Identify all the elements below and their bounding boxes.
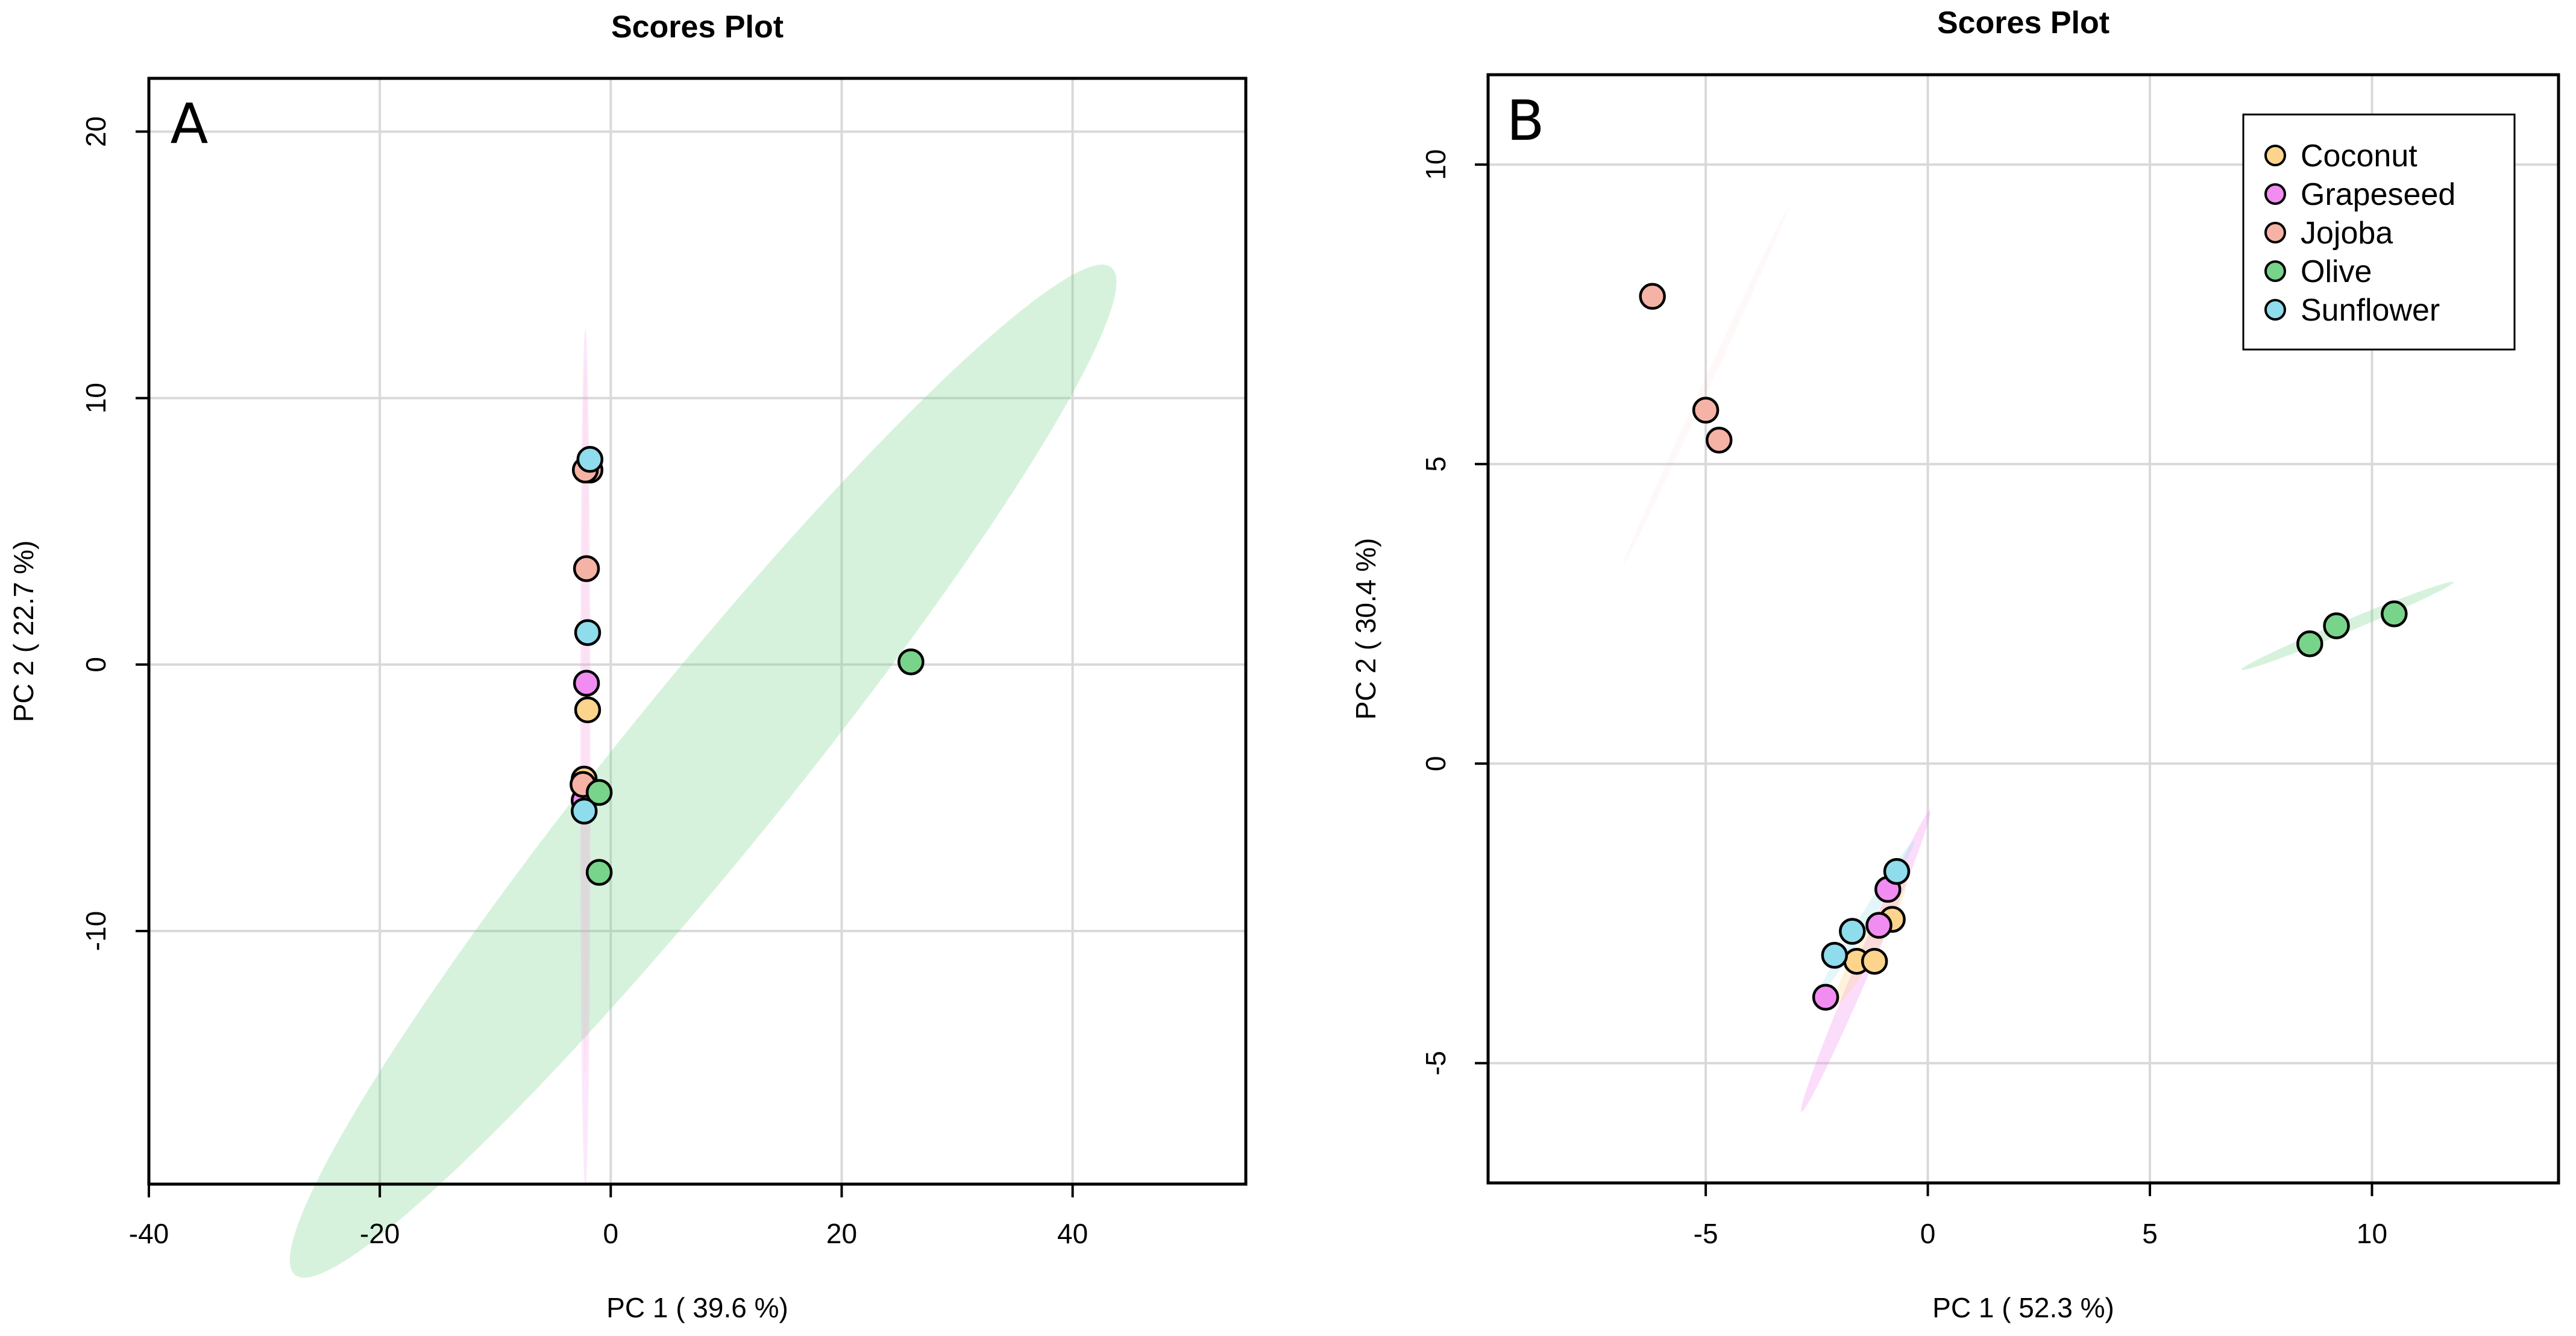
x-tick-label: -40 bbox=[129, 1218, 169, 1249]
legend-label-olive: Olive bbox=[2301, 254, 2372, 289]
data-point-jojoba bbox=[1692, 397, 1720, 424]
legend-marker-olive bbox=[2264, 260, 2286, 282]
panel-letter: A bbox=[171, 92, 209, 156]
y-tick-label: 10 bbox=[80, 383, 112, 413]
data-point-sunflower bbox=[574, 619, 602, 646]
data-point-jojoba bbox=[573, 555, 600, 582]
x-tick-label: 10 bbox=[2357, 1218, 2387, 1249]
data-point-coconut bbox=[574, 696, 602, 724]
data-point-sunflower bbox=[571, 797, 598, 825]
legend-box bbox=[2242, 113, 2516, 351]
legend-marker-grapeseed bbox=[2264, 183, 2286, 205]
data-point-coconut bbox=[1861, 947, 1888, 975]
data-point-sunflower bbox=[1839, 918, 1866, 945]
data-point-sunflower bbox=[1883, 858, 1911, 885]
data-point-olive bbox=[2296, 630, 2323, 657]
legend-label-coconut: Coconut bbox=[2301, 139, 2417, 174]
x-tick-label: 40 bbox=[1057, 1218, 1088, 1249]
data-point-grapeseed bbox=[573, 670, 600, 697]
data-point-olive bbox=[585, 779, 613, 806]
data-point-grapeseed bbox=[1812, 983, 1839, 1011]
x-tick-label: 0 bbox=[1920, 1218, 1936, 1249]
x-tick-label: 0 bbox=[603, 1218, 619, 1249]
confidence-ellipse-jojoba bbox=[1623, 208, 1788, 564]
data-point-jojoba bbox=[1639, 283, 1666, 310]
data-point-olive bbox=[2381, 600, 2408, 627]
y-tick-label: -10 bbox=[80, 911, 112, 951]
x-tick-label: -5 bbox=[1694, 1218, 1718, 1249]
chart-title: Scores Plot bbox=[1937, 5, 2109, 40]
panel-a-scores-plot: -40 -20 0 20 40 -10 0 10 20 Scores Plot A PC 1 ( 39… bbox=[8, 10, 1248, 1323]
data-point-sunflower bbox=[1821, 942, 1849, 969]
legend-marker-sunflower bbox=[2264, 299, 2286, 321]
y-tick-label: 20 bbox=[80, 116, 112, 147]
data-point-sunflower bbox=[576, 446, 604, 473]
x-axis-label: PC 1 ( 39.6 %) bbox=[606, 1292, 788, 1323]
data-point-jojoba bbox=[1705, 427, 1733, 454]
data-point-grapeseed bbox=[1865, 912, 1893, 939]
y-tick-label: 10 bbox=[1420, 149, 1451, 180]
y-tick-label: 5 bbox=[1420, 456, 1451, 472]
y-tick-label: 0 bbox=[1420, 756, 1451, 771]
x-tick-label: 20 bbox=[826, 1218, 857, 1249]
panel-letter: B bbox=[1506, 89, 1544, 153]
legend-label-grapeseed: Grapeseed bbox=[2301, 177, 2455, 212]
panel-b-scores-plot: -5 0 5 10 -5 0 5 10 Scores Plot B PC 1 ( 52.3 %) PC… bbox=[1350, 5, 2560, 1323]
legend-label-sunflower: Sunflower bbox=[2301, 293, 2440, 328]
confidence-ellipse-grapeseed bbox=[580, 328, 591, 1187]
legend-marker-jojoba bbox=[2264, 222, 2286, 243]
y-tick-label: 0 bbox=[80, 657, 112, 673]
x-tick-label: 5 bbox=[2142, 1218, 2158, 1249]
y-axis-label: PC 2 ( 30.4 %) bbox=[1350, 538, 1381, 720]
data-point-olive bbox=[585, 859, 613, 886]
x-tick-label: -20 bbox=[360, 1218, 400, 1249]
chart-title: Scores Plot bbox=[611, 10, 784, 45]
legend-marker-coconut bbox=[2264, 145, 2286, 166]
data-point-olive bbox=[897, 648, 925, 676]
y-tick-label: -5 bbox=[1420, 1051, 1451, 1076]
data-point-olive bbox=[2323, 612, 2350, 639]
legend-label-jojoba: Jojoba bbox=[2301, 216, 2393, 251]
y-axis-label: PC 2 ( 22.7 %) bbox=[8, 541, 39, 723]
confidence-ellipse-olive bbox=[289, 264, 1117, 1278]
x-axis-label: PC 1 ( 52.3 %) bbox=[1932, 1292, 2114, 1323]
